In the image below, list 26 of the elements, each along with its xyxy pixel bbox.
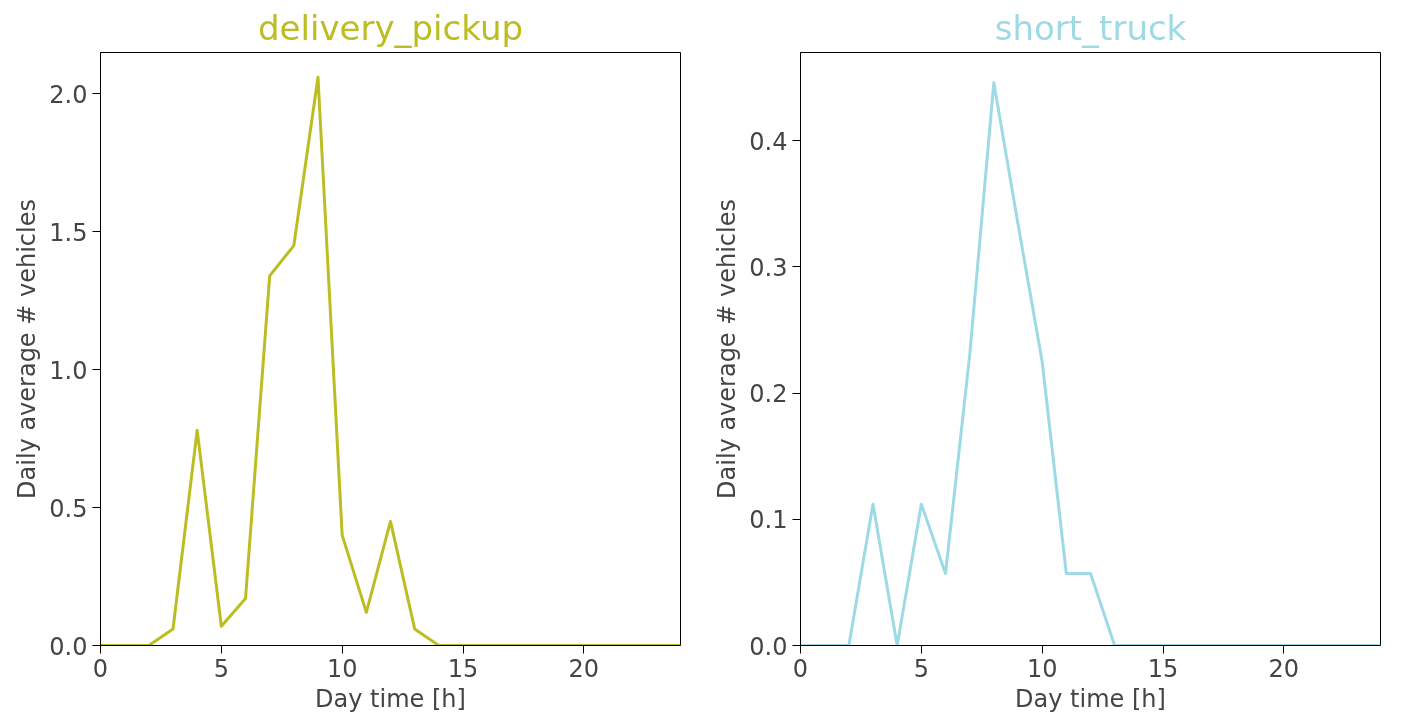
y-tick-label: 0.0 (749, 632, 788, 661)
y-tick-label: 1.5 (49, 218, 88, 247)
x-tick-label: 20 (1268, 654, 1300, 683)
y-axis-title: Daily average # vehicles (713, 199, 742, 499)
y-tick-label: 0.4 (749, 127, 788, 156)
chart-title: short_truck (994, 7, 1187, 48)
y-tick-label: 0.0 (49, 632, 88, 661)
y-tick-label: 1.0 (49, 356, 88, 385)
x-tick-label: 0 (792, 654, 809, 683)
x-tick-label: 10 (326, 654, 358, 683)
y-tick-label: 0.2 (749, 380, 788, 409)
chart-title: delivery_pickup (257, 7, 524, 48)
x-tick-label: 0 (92, 654, 109, 683)
x-tick-label: 20 (568, 654, 600, 683)
y-tick-label: 0.5 (49, 494, 88, 523)
x-tick-label: 10 (1026, 654, 1058, 683)
y-tick-label: 0.1 (749, 506, 788, 535)
y-axis-title: Daily average # vehicles (13, 199, 42, 499)
x-axis-title: Day time [h] (1015, 684, 1166, 713)
x-tick-label: 5 (913, 654, 929, 683)
y-tick-label: 2.0 (49, 80, 88, 109)
y-tick-label: 0.3 (749, 253, 788, 282)
x-tick-label: 15 (1147, 654, 1179, 683)
x-tick-label: 5 (213, 654, 229, 683)
x-axis-title: Day time [h] (315, 684, 466, 713)
x-tick-label: 15 (447, 654, 479, 683)
